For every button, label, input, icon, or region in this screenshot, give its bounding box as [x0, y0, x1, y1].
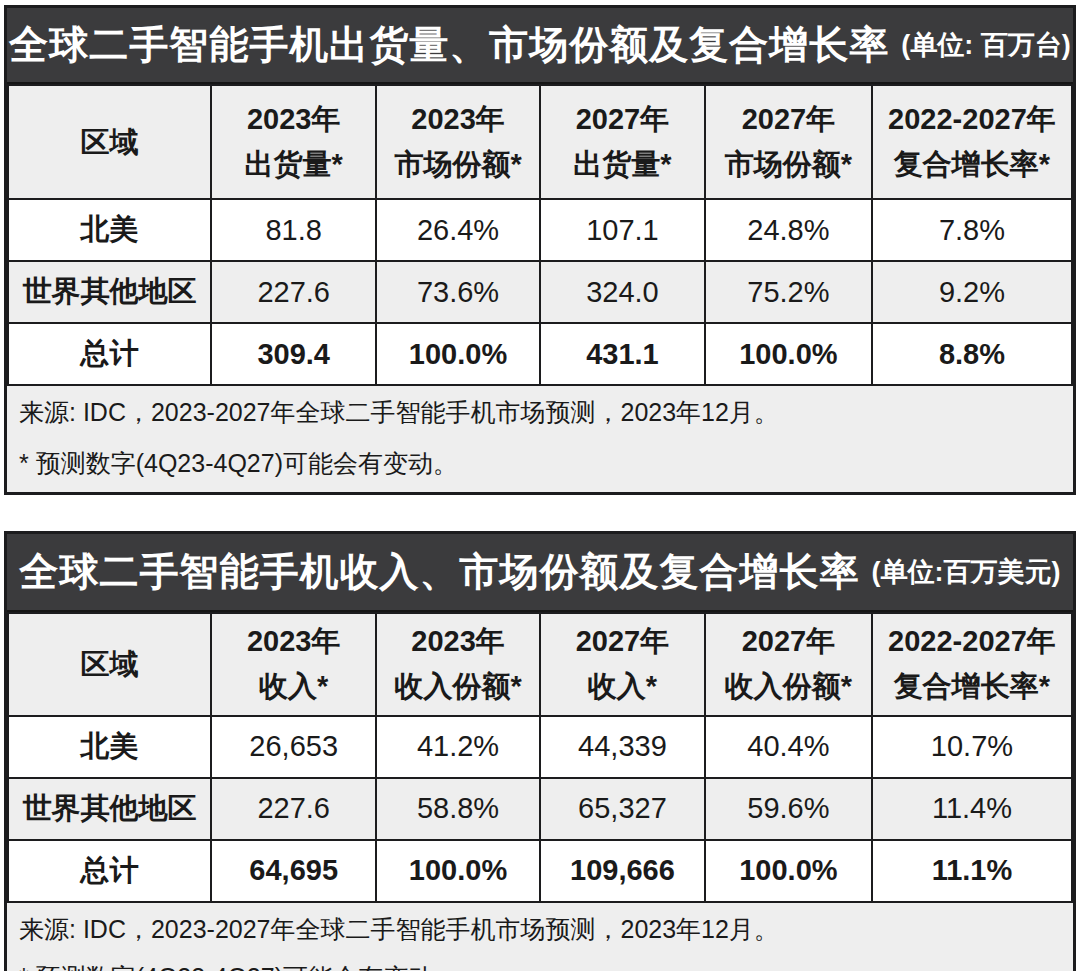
shipments-header-row: 区域 2023年 出货量* 2023年 市场份额* 2027年 出货量* 20 [8, 85, 1072, 199]
header-line: 2023年 [216, 619, 371, 664]
value-cell: 81.8 [211, 199, 376, 261]
header-line: 复合增长率* [877, 142, 1067, 187]
col-header-2023-revenue: 2023年 收入* [211, 613, 376, 716]
value-cell: 11.1% [872, 840, 1072, 902]
value-cell: 58.8% [376, 778, 540, 840]
region-cell: 北美 [8, 199, 211, 261]
region-cell: 世界其他地区 [8, 778, 211, 840]
revenue-title-bar: 全球二手智能手机收入、市场份额及复合增长率 (单位:百万美元) [7, 534, 1073, 612]
value-cell: 64,695 [211, 840, 376, 902]
shipments-table-footer: 来源: IDC，2023-2027年全球二手智能手机市场预测，2023年12月。… [7, 386, 1073, 492]
region-column-header: 区域 [8, 85, 211, 199]
region-cell: 总计 [8, 840, 211, 902]
value-cell: 40.4% [705, 716, 872, 778]
value-cell: 7.8% [872, 199, 1072, 261]
header-line: 收入份额* [381, 664, 535, 709]
header-line: 2027年 [545, 97, 700, 142]
revenue-title-unit: (单位:百万美元) [872, 554, 1061, 590]
region-cell: 总计 [8, 323, 211, 385]
table-row-rest-of-world: 世界其他地区 227.6 73.6% 324.0 75.2% 9.2% [8, 261, 1072, 323]
value-cell: 26,653 [211, 716, 376, 778]
shipments-title-unit: (单位: 百万台) [901, 27, 1070, 63]
value-cell: 73.6% [376, 261, 540, 323]
value-cell: 26.4% [376, 199, 540, 261]
region-cell: 世界其他地区 [8, 261, 211, 323]
header-line: 2023年 [216, 97, 371, 142]
header-line: 收入* [545, 664, 700, 709]
shipments-table: 区域 2023年 出货量* 2023年 市场份额* 2027年 出货量* 20 [7, 84, 1073, 386]
value-cell: 75.2% [705, 261, 872, 323]
header-line: 2023年 [381, 619, 535, 664]
value-cell: 227.6 [211, 778, 376, 840]
revenue-table-card: 全球二手智能手机收入、市场份额及复合增长率 (单位:百万美元) 区域 2023年… [4, 531, 1076, 971]
value-cell: 107.1 [540, 199, 705, 261]
table-row-north-america: 北美 26,653 41.2% 44,339 40.4% 10.7% [8, 716, 1072, 778]
value-cell: 8.8% [872, 323, 1072, 385]
header-line: 收入份额* [710, 664, 867, 709]
page: 全球二手智能手机出货量、市场份额及复合增长率 (单位: 百万台) 区域 2023… [0, 0, 1080, 971]
table-row-rest-of-world: 世界其他地区 227.6 58.8% 65,327 59.6% 11.4% [8, 778, 1072, 840]
header-line: 2023年 [381, 97, 535, 142]
revenue-header-row: 区域 2023年 收入* 2023年 收入份额* 2027年 收入* 2027 [8, 613, 1072, 716]
col-header-2023-share: 2023年 市场份额* [376, 85, 540, 199]
header-line: 出货量* [545, 142, 700, 187]
value-cell: 100.0% [376, 323, 540, 385]
header-line: 2022-2027年 [877, 619, 1067, 664]
value-cell: 109,666 [540, 840, 705, 902]
header-line: 2027年 [710, 97, 867, 142]
value-cell: 309.4 [211, 323, 376, 385]
col-header-cagr: 2022-2027年 复合增长率* [872, 613, 1072, 716]
col-header-2027-revenue-share: 2027年 收入份额* [705, 613, 872, 716]
header-line: 复合增长率* [877, 664, 1067, 709]
value-cell: 59.6% [705, 778, 872, 840]
region-cell: 北美 [8, 716, 211, 778]
revenue-title: 全球二手智能手机收入、市场份额及复合增长率 [20, 545, 860, 599]
col-header-2023-revenue-share: 2023年 收入份额* [376, 613, 540, 716]
value-cell: 100.0% [705, 840, 872, 902]
value-cell: 10.7% [872, 716, 1072, 778]
value-cell: 227.6 [211, 261, 376, 323]
table-row-north-america: 北美 81.8 26.4% 107.1 24.8% 7.8% [8, 199, 1072, 261]
header-line: 市场份额* [710, 142, 867, 187]
table-row-total: 总计 64,695 100.0% 109,666 100.0% 11.1% [8, 840, 1072, 902]
header-line: 出货量* [216, 142, 371, 187]
region-column-header: 区域 [8, 613, 211, 716]
table-row-total: 总计 309.4 100.0% 431.1 100.0% 8.8% [8, 323, 1072, 385]
revenue-table-footer: 来源: IDC，2023-2027年全球二手智能手机市场预测，2023年12月。… [7, 903, 1073, 971]
value-cell: 9.2% [872, 261, 1072, 323]
value-cell: 24.8% [705, 199, 872, 261]
shipments-title-bar: 全球二手智能手机出货量、市场份额及复合增长率 (单位: 百万台) [7, 8, 1073, 84]
header-line: 2022-2027年 [877, 97, 1067, 142]
col-header-2027-revenue: 2027年 收入* [540, 613, 705, 716]
value-cell: 41.2% [376, 716, 540, 778]
revenue-table: 区域 2023年 收入* 2023年 收入份额* 2027年 收入* 2027 [7, 612, 1073, 903]
value-cell: 100.0% [376, 840, 540, 902]
col-header-cagr: 2022-2027年 复合增长率* [872, 85, 1072, 199]
value-cell: 11.4% [872, 778, 1072, 840]
col-header-2023-shipments: 2023年 出货量* [211, 85, 376, 199]
col-header-2027-shipments: 2027年 出货量* [540, 85, 705, 199]
shipments-table-card: 全球二手智能手机出货量、市场份额及复合增长率 (单位: 百万台) 区域 2023… [4, 5, 1076, 495]
value-cell: 431.1 [540, 323, 705, 385]
forecast-note: * 预测数字(4Q23-4Q27)可能会有变动。 [19, 963, 1061, 971]
source-note: 来源: IDC，2023-2027年全球二手智能手机市场预测，2023年12月。 [19, 915, 1061, 944]
value-cell: 324.0 [540, 261, 705, 323]
header-line: 收入* [216, 664, 371, 709]
shipments-title: 全球二手智能手机出货量、市场份额及复合增长率 [9, 18, 889, 72]
source-note: 来源: IDC，2023-2027年全球二手智能手机市场预测，2023年12月。 [19, 398, 1061, 427]
value-cell: 100.0% [705, 323, 872, 385]
value-cell: 65,327 [540, 778, 705, 840]
header-line: 2027年 [545, 619, 700, 664]
col-header-2027-share: 2027年 市场份额* [705, 85, 872, 199]
header-line: 2027年 [710, 619, 867, 664]
header-line: 市场份额* [381, 142, 535, 187]
forecast-note: * 预测数字(4Q23-4Q27)可能会有变动。 [19, 449, 1061, 478]
value-cell: 44,339 [540, 716, 705, 778]
